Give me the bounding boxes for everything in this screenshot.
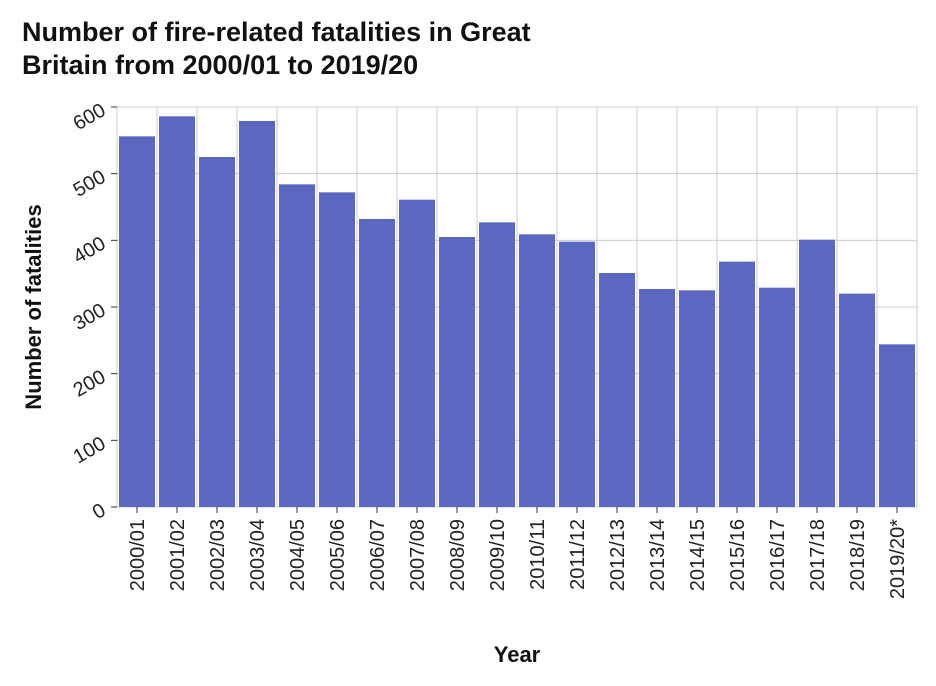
y-tick-label: 200 [70,366,110,402]
chart-title-line-2: Britain from 2000/01 to 2019/20 [22,50,419,80]
bar-2000-01 [119,136,155,508]
bar-2002-03 [199,157,235,507]
bar-2012-13 [599,273,635,507]
x-tick-label: 2005/06 [327,519,349,591]
x-tick-label: 2013/14 [647,519,669,591]
bars [119,116,915,508]
y-tick-label: 0 [89,499,110,524]
bar-2007-08 [399,199,435,507]
y-tick-labels: 0 100 200 300 400 500 600 [70,99,117,524]
bar-2001-02 [159,116,195,507]
y-tick-label: 400 [70,233,110,269]
bar-2009-10 [479,222,515,508]
bar-2011-12 [559,241,595,507]
x-tick-label: 2000/01 [127,519,149,591]
bar-2018-19 [839,293,875,507]
bar-2015-16 [719,261,755,507]
x-tick-label: 2006/07 [367,519,389,591]
bar-2006-07 [359,219,395,507]
x-tick-label: 2011/12 [567,519,589,590]
x-tick-label: 2007/08 [407,519,429,591]
bar-2013-14 [639,289,675,507]
x-tick-label: 2010/11 [527,519,549,590]
x-tick-label: 2001/02 [167,519,189,591]
bar-2008-09 [439,237,475,507]
y-axis-title: Number of fatalities [21,204,46,409]
x-tick-label: 2016/17 [767,519,789,591]
bar-2003-04 [239,121,275,507]
bar-2014-15 [679,290,715,507]
x-axis-title: Year [494,642,541,667]
x-tick-label: 2015/16 [727,519,749,591]
x-tick-label: 2012/13 [607,519,629,591]
x-tick-label: 2003/04 [247,519,269,591]
x-tick-labels: 2000/01 2001/02 2002/03 2003/04 2004/05 2005/… [127,507,909,599]
y-tick-label: 100 [70,433,110,469]
bar-2019-20- [879,344,915,507]
chart-title-line-1: Number of fire-related fatalities in Gre… [22,17,531,47]
x-tick-label: 2009/10 [487,519,509,591]
x-tick-label: 2017/18 [807,519,829,591]
x-tick-label: 2014/15 [687,519,709,591]
x-tick-label: 2004/05 [287,519,309,591]
x-tick-label: 2018/19 [847,519,869,591]
bar-2005-06 [319,192,355,508]
bar-2004-05 [279,184,315,508]
x-tick-label: 2019/20* [887,519,909,599]
bar-2010-11 [519,234,555,508]
bar-2016-17 [759,287,795,507]
grid-lines [116,106,918,508]
x-tick-label: 2002/03 [207,519,229,591]
chart-title: Number of fire-related fatalities in Gre… [22,16,531,82]
y-tick-label: 500 [70,166,110,202]
x-tick-label: 2008/09 [447,519,469,591]
y-tick-label: 300 [70,299,110,335]
y-tick-label: 600 [70,99,110,135]
bar-2017-18 [799,239,835,507]
